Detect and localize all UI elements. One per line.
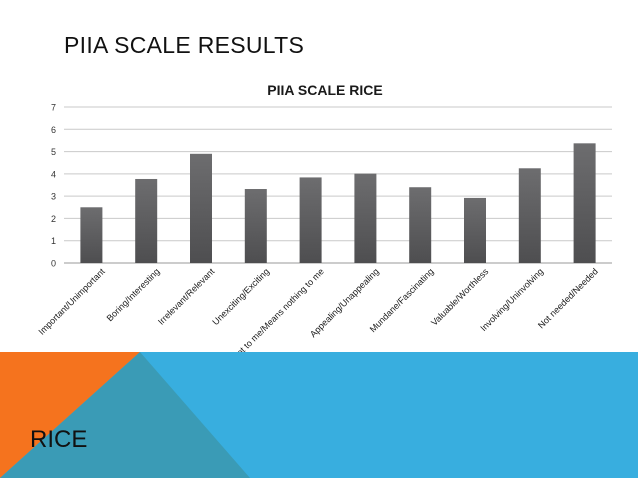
bar-5: [299, 177, 322, 263]
y-tick-label: 1: [51, 236, 56, 246]
bar-8: [464, 197, 486, 263]
x-tick-label: Unexciting/Exciting: [210, 266, 271, 327]
x-tick-label: Boring/Interesting: [105, 266, 162, 323]
bar-7: [409, 187, 432, 263]
x-tick-label: Not needed/Needed: [536, 266, 600, 330]
bar-2: [135, 178, 158, 263]
x-tick-label: Valuable/Worthless: [429, 266, 491, 328]
chart-title: PIIA SCALE RICE: [267, 82, 382, 98]
y-tick-label: 5: [51, 147, 56, 157]
y-tick-label: 7: [51, 103, 56, 113]
bars: [80, 143, 596, 263]
y-tick-label: 6: [51, 125, 56, 135]
slide-title: PIIA SCALE RESULTS: [64, 32, 305, 58]
y-tick-label: 3: [51, 192, 56, 202]
bar-1: [80, 207, 103, 263]
x-tick-label: Mundane/Fascinating: [368, 266, 436, 334]
y-tick-label: 2: [51, 214, 56, 224]
bar-4: [244, 189, 267, 263]
banner-shapes: [0, 352, 250, 478]
bar-10: [573, 143, 596, 263]
y-tick-label: 4: [51, 169, 56, 179]
banner-teal-triangle: [0, 352, 250, 478]
bar-9: [518, 168, 541, 263]
x-tick-label: Irrelevant/Relevant: [156, 266, 217, 327]
banner-label: RICE: [30, 426, 88, 453]
bar-3: [190, 153, 212, 263]
y-axis-ticks: 0 1 2 3 4 5 6 7: [51, 103, 56, 269]
x-tick-label: Important/Unimportant: [36, 266, 107, 337]
bar-6: [354, 173, 377, 263]
decorative-banner: [0, 352, 638, 478]
y-tick-label: 0: [51, 259, 56, 269]
bar-chart: PIIA SCALE RICE 0 1 2 3 4 5 6 7 Important/Unimp…: [36, 82, 612, 385]
